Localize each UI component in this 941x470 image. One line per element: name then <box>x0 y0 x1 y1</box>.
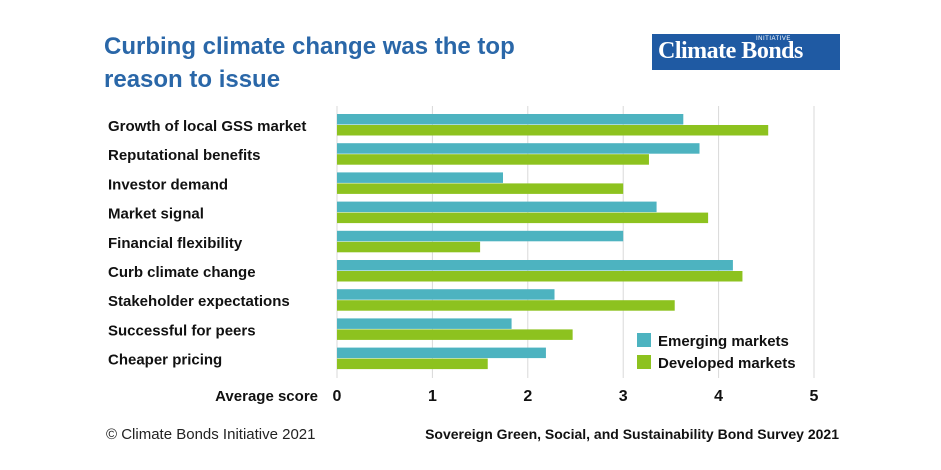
bar-developed <box>337 300 675 311</box>
x-axis-label: Average score <box>215 388 318 405</box>
bar-developed <box>337 241 481 253</box>
copyright-text: © Climate Bonds Initiative 2021 <box>106 426 316 443</box>
bar-emerging <box>337 172 503 183</box>
category-label: Market signal <box>108 206 204 223</box>
bar-emerging <box>337 143 700 154</box>
category-label: Financial flexibility <box>108 235 243 252</box>
category-label: Stakeholder expectations <box>108 293 290 310</box>
category-label: Investor demand <box>108 176 228 193</box>
bar-developed <box>337 125 769 136</box>
category-label: Growth of local GSS market <box>108 118 306 135</box>
bar-emerging <box>337 114 684 125</box>
bar-emerging <box>337 260 733 271</box>
legend-swatch <box>637 333 651 347</box>
bar-emerging <box>337 347 546 359</box>
category-label: Curb climate change <box>108 264 256 281</box>
bar-developed <box>337 154 649 165</box>
legend-label: Developed markets <box>658 355 796 372</box>
x-tick-label: 0 <box>333 388 342 405</box>
bar-developed <box>337 212 709 224</box>
x-tick-label: 2 <box>523 388 532 405</box>
x-tick-label: 3 <box>619 388 628 405</box>
bar-emerging <box>337 230 624 242</box>
x-tick-label: 5 <box>810 388 819 405</box>
x-tick-label: 4 <box>714 388 723 405</box>
bar-developed <box>337 271 743 282</box>
legend-label: Emerging markets <box>658 333 789 350</box>
chart-title: Curbing climate change was the top reaso… <box>104 33 515 93</box>
bar-emerging <box>337 318 512 329</box>
bar-emerging <box>337 289 555 300</box>
category-label: Successful for peers <box>108 322 256 339</box>
logo-initiative-text: INITIATIVE <box>756 36 791 42</box>
bar-developed <box>337 329 573 340</box>
source-text: Sovereign Green, Social, and Sustainabil… <box>425 426 839 442</box>
bar-emerging <box>337 201 657 213</box>
bar-developed <box>337 358 488 370</box>
logo-main-text: Climate Bonds <box>658 38 803 64</box>
bar-developed <box>337 183 624 194</box>
legend-swatch <box>637 355 651 369</box>
category-label: Cheaper pricing <box>108 352 222 369</box>
category-label: Reputational benefits <box>108 147 261 164</box>
x-tick-label: 1 <box>428 388 437 405</box>
climate-bonds-logo: Climate Bonds INITIATIVE <box>652 34 840 70</box>
